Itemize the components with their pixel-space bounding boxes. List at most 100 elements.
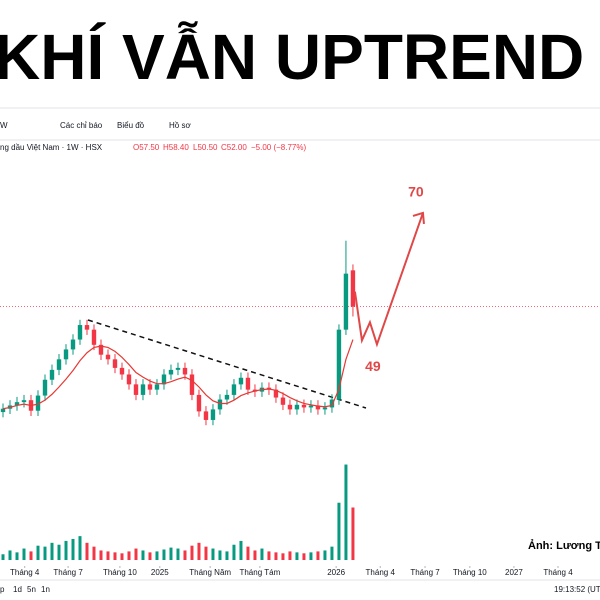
candle-body: [245, 377, 251, 390]
volume-bar: [225, 551, 229, 560]
volume-bar: [176, 548, 180, 560]
volume-bar: [211, 548, 215, 560]
volume-bar: [260, 548, 264, 560]
volume-bar: [8, 550, 12, 560]
moving-average: [2, 339, 354, 410]
candle-body: [112, 359, 118, 368]
target-label: 49: [365, 358, 381, 374]
candle-body: [336, 329, 342, 400]
ohlc-open: O57.50: [133, 143, 160, 152]
volume-bar: [197, 542, 201, 560]
arrow-head: [412, 211, 425, 225]
volume-bar: [106, 551, 110, 560]
candle-body: [21, 400, 27, 403]
trendline: [87, 319, 367, 409]
volume-bar: [99, 550, 103, 560]
candle-body: [154, 384, 160, 390]
candle-body: [133, 384, 139, 395]
range-button[interactable]: 5n: [27, 585, 36, 594]
x-tick-label: Tháng 10: [103, 568, 137, 577]
volume-bar: [141, 550, 145, 560]
candle-body: [42, 379, 48, 396]
headline: KHÍ VẪN UPTREND: [0, 21, 584, 93]
volume-bar: [57, 544, 61, 560]
candle-body: [294, 404, 300, 410]
range-button[interactable]: p: [0, 585, 5, 594]
volume-bar: [155, 551, 159, 560]
candle-body: [287, 404, 293, 410]
volume-bar: [351, 507, 355, 560]
x-tick-label: Tháng 7: [53, 568, 83, 577]
candle-body: [224, 394, 230, 400]
candle-body: [105, 354, 111, 360]
candle-body: [210, 409, 216, 420]
candle-body: [315, 405, 321, 410]
candle-body: [147, 384, 153, 390]
volume-bar: [1, 554, 5, 560]
ohlc-close: C52.00: [221, 143, 247, 152]
volume-bar: [344, 464, 348, 560]
volume-bar: [50, 542, 54, 560]
volume-bar: [239, 540, 243, 560]
candle-body: [161, 374, 167, 385]
volume-bar: [302, 553, 306, 560]
plot: Tháng 4 Tháng 7 Tháng 10 2025 Tháng Năm Tháng…: [0, 184, 600, 577]
toolbar-item[interactable]: W: [0, 121, 8, 130]
candle-body: [91, 329, 97, 345]
x-tick-label: Tháng 7: [410, 568, 440, 577]
x-tick-label: Tháng 10: [453, 568, 487, 577]
candle-body: [119, 367, 125, 375]
candle-body: [14, 402, 20, 406]
candle-body: [322, 407, 328, 410]
volume-bar: [29, 551, 33, 560]
toolbar-item[interactable]: Các chỉ báo: [60, 121, 103, 130]
volume-bar: [43, 546, 47, 560]
volume-bar: [232, 544, 236, 560]
volume-bar: [274, 552, 278, 560]
toolbar-item[interactable]: Biểu đồ: [117, 121, 145, 130]
range-button[interactable]: 1d: [13, 585, 22, 594]
candle-body: [49, 369, 55, 380]
volume-bar: [36, 545, 40, 560]
toolbar-item[interactable]: Hồ sơ: [169, 121, 191, 130]
volume-bar: [92, 546, 96, 560]
x-tick-label: 2026: [327, 568, 345, 577]
volume-bar: [15, 552, 19, 560]
clock: 19:13:52 (UTC: [554, 585, 600, 594]
candle-body: [0, 408, 6, 413]
volume-bar: [323, 550, 327, 560]
volume-bar: [183, 550, 187, 560]
candle-body: [238, 377, 244, 385]
x-tick-label: Tháng Năm: [189, 568, 231, 577]
candle-body: [273, 389, 279, 398]
candle-body: [301, 404, 307, 408]
volume-bar: [120, 553, 124, 560]
volume-bar: [316, 551, 320, 560]
volume-bar: [267, 551, 271, 560]
ohlc-low: L50.50: [193, 143, 218, 152]
volume-bar: [218, 550, 222, 560]
credit: Ảnh: Lương T: [528, 539, 600, 552]
volume-bar: [246, 546, 250, 560]
x-tick-label: Tháng 4: [10, 568, 40, 577]
candle-body: [182, 367, 188, 375]
candle-body: [56, 359, 62, 370]
x-tick-label: Tháng Tám: [239, 568, 280, 577]
volume-bar: [64, 540, 68, 560]
ohlc-change: −5.00 (−8.77%): [251, 143, 306, 152]
volume-bar: [22, 548, 26, 560]
volume-bar: [148, 552, 152, 560]
target-label: 70: [408, 184, 424, 200]
volume-bar: [78, 536, 82, 560]
candle-body: [140, 384, 146, 395]
candle-body: [350, 270, 356, 307]
candle-body: [35, 395, 41, 411]
x-tick-label: Tháng 4: [366, 568, 396, 577]
range-button[interactable]: 1n: [41, 585, 50, 594]
candle-body: [203, 411, 209, 420]
volume-bar: [190, 545, 194, 560]
candle-body: [217, 399, 223, 410]
volume-bar: [85, 542, 89, 560]
